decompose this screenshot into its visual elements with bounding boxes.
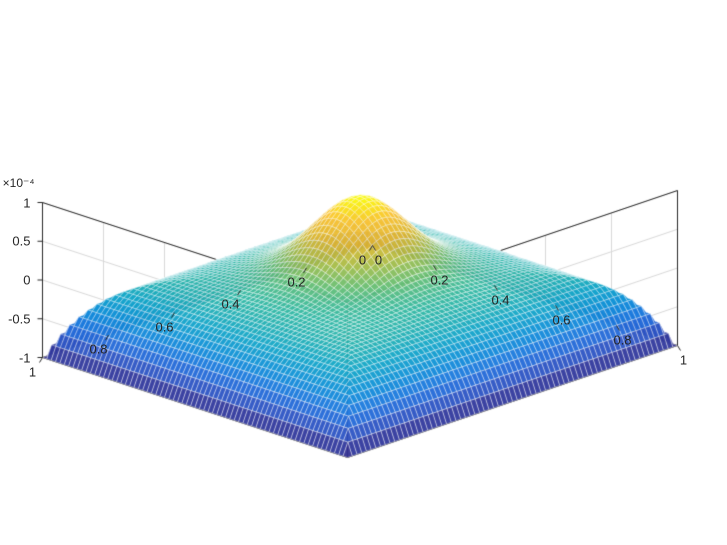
tick-label: 0	[23, 273, 30, 288]
tick-label: 0.8	[613, 332, 631, 347]
tick-label: 0.6	[155, 319, 173, 334]
tick-label: 1	[680, 352, 687, 367]
tick-label: 1	[29, 364, 36, 379]
tick-label: 0.2	[430, 272, 448, 287]
tick-label: 1	[23, 195, 30, 210]
surface-canvas	[0, 0, 727, 545]
tick-label: 0	[359, 252, 366, 267]
tick-label: 0.6	[552, 312, 570, 327]
tick-label: 0.4	[221, 297, 239, 312]
tick-label: 0.2	[287, 274, 305, 289]
tick-label: -1	[19, 350, 31, 365]
z-scale-exponent-label: ×10⁻⁴	[3, 176, 35, 190]
tick-label: 0	[375, 252, 382, 267]
tick-label: 0.8	[89, 342, 107, 357]
surface-plot-3d: ×10⁻⁴ 00.20.40.60.8100.20.40.60.81-1-0.5…	[0, 0, 727, 545]
tick-label: 0.5	[12, 234, 30, 249]
tick-label: 0.4	[491, 292, 509, 307]
tick-label: -0.5	[8, 311, 30, 326]
